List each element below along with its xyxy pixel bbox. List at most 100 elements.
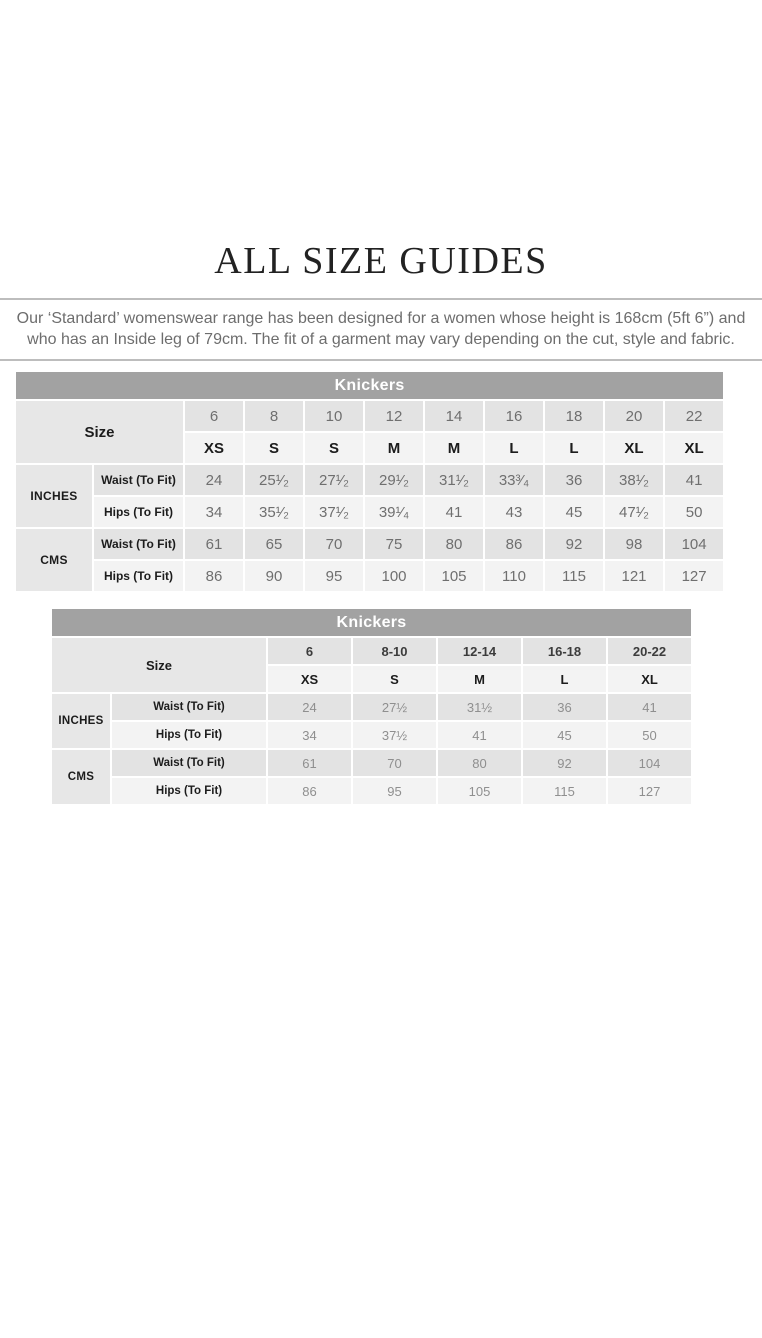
row-label-hips: Hips (To Fit) <box>94 561 183 591</box>
row-label-hips: Hips (To Fit) <box>112 722 266 748</box>
measurement-value: 43 <box>485 497 543 527</box>
unit-label-inches: INCHES <box>52 694 110 748</box>
measurement-value: 86 <box>185 561 243 591</box>
measurement-value: 45 <box>545 497 603 527</box>
size-col-header: 16 <box>485 401 543 431</box>
measurement-value: 31½ <box>438 694 521 720</box>
row-label-waist: Waist (To Fit) <box>112 694 266 720</box>
measurement-value: 34 <box>268 722 351 748</box>
description-line-2: who has an Inside leg of 79cm. The fit o… <box>27 331 735 348</box>
measurement-value: 105 <box>425 561 483 591</box>
measurement-value: 75 <box>365 529 423 559</box>
measurement-value: 65 <box>245 529 303 559</box>
size-letter-header: S <box>353 666 436 692</box>
measurement-value: 86 <box>485 529 543 559</box>
measurement-value: 70 <box>305 529 363 559</box>
measurement-value: 90 <box>245 561 303 591</box>
measurement-value: 104 <box>608 750 692 776</box>
size-letter-header: XL <box>665 433 724 463</box>
size-col-header: 10 <box>305 401 363 431</box>
measurement-value: 45 <box>523 722 606 748</box>
row-label-waist: Waist (To Fit) <box>112 750 266 776</box>
size-letter-header: XL <box>608 666 692 692</box>
size-col-header: 14 <box>425 401 483 431</box>
standard-size-table: Knickers Size 6 8 10 12 14 16 18 20 22 X… <box>14 370 725 593</box>
measurement-value: 38¹⁄₂ <box>605 465 663 495</box>
size-letter-header: M <box>425 433 483 463</box>
measurement-value: 41 <box>608 694 692 720</box>
description-line-1: Our ‘Standard’ womenswear range has been… <box>16 310 746 327</box>
measurement-value: 50 <box>665 497 724 527</box>
size-col-header: 12-14 <box>438 638 521 664</box>
measurement-value: 29¹⁄₂ <box>365 465 423 495</box>
unit-label-inches: INCHES <box>16 465 92 527</box>
size-col-header: 8 <box>245 401 303 431</box>
measurement-value: 127 <box>608 778 692 804</box>
measurement-value: 95 <box>353 778 436 804</box>
measurement-value: 105 <box>438 778 521 804</box>
measurement-value: 92 <box>545 529 603 559</box>
measurement-value: 34 <box>185 497 243 527</box>
measurement-value: 95 <box>305 561 363 591</box>
measurement-value: 24 <box>185 465 243 495</box>
measurement-value: 41 <box>425 497 483 527</box>
size-letter-header: M <box>365 433 423 463</box>
row-label-hips: Hips (To Fit) <box>112 778 266 804</box>
measurement-value: 25¹⁄₂ <box>245 465 303 495</box>
measurement-value: 121 <box>605 561 663 591</box>
measurement-value: 104 <box>665 529 724 559</box>
measurement-value: 35¹⁄₂ <box>245 497 303 527</box>
size-col-header: 22 <box>665 401 724 431</box>
measurement-value: 27¹⁄₂ <box>305 465 363 495</box>
size-letter-header: L <box>523 666 606 692</box>
measurement-value: 37¹⁄₂ <box>305 497 363 527</box>
size-letter-header: XS <box>268 666 351 692</box>
row-label-hips: Hips (To Fit) <box>94 497 183 527</box>
size-letter-header: M <box>438 666 521 692</box>
size-col-header: 20-22 <box>608 638 692 664</box>
measurement-value: 100 <box>365 561 423 591</box>
page-title: ALL SIZE GUIDES <box>214 240 548 282</box>
size-letter-header: S <box>305 433 363 463</box>
size-letter-header: XS <box>185 433 243 463</box>
measurement-value: 31¹⁄₂ <box>425 465 483 495</box>
measurement-value: 41 <box>665 465 724 495</box>
measurement-value: 80 <box>438 750 521 776</box>
measurement-value: 24 <box>268 694 351 720</box>
measurement-value: 61 <box>185 529 243 559</box>
size-header-cell: Size <box>52 638 266 692</box>
size-col-header: 18 <box>545 401 603 431</box>
size-letter-header: XL <box>605 433 663 463</box>
size-col-header: 8-10 <box>353 638 436 664</box>
measurement-value: 39¹⁄₄ <box>365 497 423 527</box>
row-label-waist: Waist (To Fit) <box>94 465 183 495</box>
size-col-header: 20 <box>605 401 663 431</box>
table-title: Knickers <box>52 609 692 636</box>
grouped-size-table: Knickers Size 6 8-10 12-14 16-18 20-22 X… <box>50 607 693 806</box>
measurement-value: 36 <box>523 694 606 720</box>
measurement-value: 110 <box>485 561 543 591</box>
measurement-value: 86 <box>268 778 351 804</box>
measurement-value: 27½ <box>353 694 436 720</box>
size-col-header: 16-18 <box>523 638 606 664</box>
size-col-header: 6 <box>268 638 351 664</box>
size-letter-header: L <box>545 433 603 463</box>
size-letter-header: S <box>245 433 303 463</box>
measurement-value: 61 <box>268 750 351 776</box>
measurement-value: 33³⁄₄ <box>485 465 543 495</box>
measurement-value: 115 <box>523 778 606 804</box>
unit-label-cms: CMS <box>16 529 92 591</box>
measurement-value: 37½ <box>353 722 436 748</box>
measurement-value: 115 <box>545 561 603 591</box>
measurement-value: 47¹⁄₂ <box>605 497 663 527</box>
measurement-value: 36 <box>545 465 603 495</box>
divider-bottom <box>0 359 762 361</box>
measurement-value: 70 <box>353 750 436 776</box>
divider-top <box>0 298 762 300</box>
measurement-value: 50 <box>608 722 692 748</box>
measurement-value: 127 <box>665 561 724 591</box>
table-title: Knickers <box>16 372 724 399</box>
measurement-value: 98 <box>605 529 663 559</box>
size-col-header: 12 <box>365 401 423 431</box>
measurement-value: 41 <box>438 722 521 748</box>
